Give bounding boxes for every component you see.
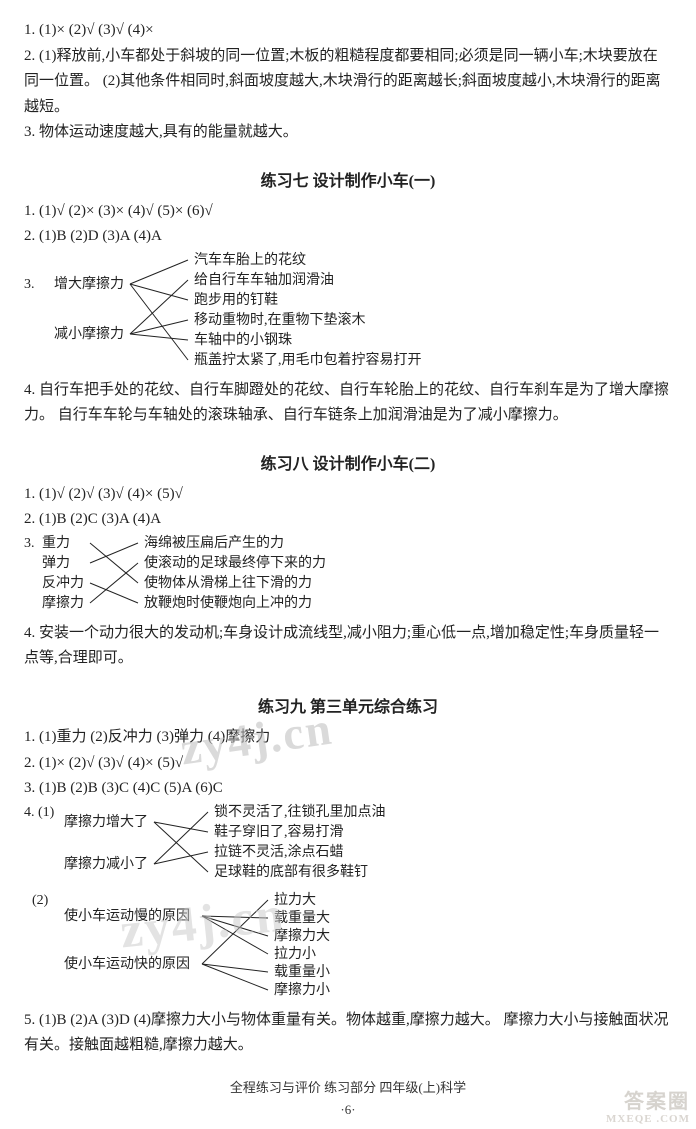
intro-q2: 2. (1)释放前,小车都处于斜坡的同一位置;木板的粗糙程度都要相同;必须是同一… (24, 44, 672, 121)
sec8-title: 练习八 设计制作小车(二) (24, 451, 672, 478)
sec7-q1: 1. (1)√ (2)× (3)× (4)√ (5)× (6)√ (24, 199, 672, 225)
svg-text:足球鞋的底部有很多鞋钉: 足球鞋的底部有很多鞋钉 (214, 863, 368, 880)
sec8-diagram: 3. 重力弹力反冲力摩擦力 海绵被压扁后产生的力使滚动的足球最终停下来的力使物体从滑… (24, 533, 672, 621)
sec9-q1: 1. (1)重力 (2)反冲力 (3)弹力 (4)摩擦力 (24, 725, 672, 751)
svg-text:使小车运动慢的原因: 使小车运动慢的原因 (64, 907, 190, 924)
svg-text:拉力大: 拉力大 (274, 892, 316, 908)
svg-text:4. (1): 4. (1) (24, 805, 55, 820)
footer-page: ·6· (24, 1099, 672, 1121)
intro-q1: 1. (1)× (2)√ (3)√ (4)× (24, 18, 672, 44)
svg-text:摩擦力增大了: 摩擦力增大了 (64, 813, 148, 830)
svg-text:车轴中的小钢珠: 车轴中的小钢珠 (194, 331, 292, 348)
sec9-title: 练习九 第三单元综合练习 (24, 694, 672, 721)
svg-text:弹力: 弹力 (42, 555, 70, 571)
sec7-matching-svg: 3. 增大摩擦力减小摩擦力 汽车车胎上的花纹给自行车车轴加润滑油跑步用的钉鞋移动重物… (24, 250, 484, 378)
svg-text:使滚动的足球最终停下来的力: 使滚动的足球最终停下来的力 (144, 554, 326, 571)
svg-text:使物体从滑梯上往下滑的力: 使物体从滑梯上往下滑的力 (144, 574, 312, 591)
svg-text:拉链不灵活,涂点石蜡: 拉链不灵活,涂点石蜡 (214, 844, 344, 860)
sec8-matching-svg: 3. 重力弹力反冲力摩擦力 海绵被压扁后产生的力使滚动的足球最终停下来的力使物体从滑… (24, 533, 434, 621)
svg-text:使小车运动快的原因: 使小车运动快的原因 (64, 955, 190, 972)
svg-text:3.: 3. (24, 277, 35, 292)
sec8-q4: 4. 安装一个动力很大的发动机;车身设计成流线型,减小阻力;重心低一点,增加稳定… (24, 621, 672, 672)
sec7-title: 练习七 设计制作小车(一) (24, 168, 672, 195)
svg-text:摩擦力减小了: 摩擦力减小了 (64, 855, 148, 872)
svg-text:鞋子穿旧了,容易打滑: 鞋子穿旧了,容易打滑 (214, 823, 344, 840)
svg-text:移动重物时,在重物下垫滚木: 移动重物时,在重物下垫滚木 (194, 311, 366, 328)
svg-text:3.: 3. (24, 536, 35, 551)
sec9-matching1-svg: 4. (1) 摩擦力增大了摩擦力减小了 锁不灵活了,往锁孔里加点油鞋子穿旧了,容易打… (24, 802, 454, 890)
svg-text:摩擦力大: 摩擦力大 (274, 927, 330, 944)
sec8-q1: 1. (1)√ (2)√ (3)√ (4)× (5)√ (24, 482, 672, 508)
sec9-matching2-svg: (2) 使小车运动慢的原因使小车运动快的原因 拉力大载重量大摩擦力大拉力小载重量小摩… (24, 890, 424, 1008)
svg-text:重力: 重力 (42, 535, 70, 551)
svg-text:增大摩擦力: 增大摩擦力 (54, 275, 124, 292)
sec8-q2: 2. (1)B (2)C (3)A (4)A (24, 507, 672, 533)
svg-text:载重量大: 载重量大 (274, 910, 330, 926)
intro-q3: 3. 物体运动速度越大,具有的能量就越大。 (24, 120, 672, 146)
svg-text:跑步用的钉鞋: 跑步用的钉鞋 (194, 292, 278, 308)
svg-text:锁不灵活了,往锁孔里加点油: 锁不灵活了,往锁孔里加点油 (214, 804, 386, 820)
svg-text:汽车车胎上的花纹: 汽车车胎上的花纹 (194, 251, 306, 268)
svg-text:载重量小: 载重量小 (274, 964, 330, 980)
sec9-diagram2: (2) 使小车运动慢的原因使小车运动快的原因 拉力大载重量大摩擦力大拉力小载重量小摩… (24, 890, 672, 1008)
sec9-diagram1: 4. (1) 摩擦力增大了摩擦力减小了 锁不灵活了,往锁孔里加点油鞋子穿旧了,容易打… (24, 802, 672, 890)
svg-text:给自行车车轴加润滑油: 给自行车车轴加润滑油 (194, 271, 334, 288)
sec7-q4: 4. 自行车把手处的花纹、自行车脚蹬处的花纹、自行车轮胎上的花纹、自行车刹车是为… (24, 378, 672, 429)
sec7-diagram: 3. 增大摩擦力减小摩擦力 汽车车胎上的花纹给自行车车轴加润滑油跑步用的钉鞋移动重物… (24, 250, 672, 378)
sec9-q5: 5. (1)B (2)A (3)D (4)摩擦力大小与物体重量有关。物体越重,摩… (24, 1008, 672, 1059)
sec9-q2: 2. (1)× (2)√ (3)√ (4)× (5)√ (24, 751, 672, 777)
svg-text:放鞭炮时使鞭炮向上冲的力: 放鞭炮时使鞭炮向上冲的力 (144, 594, 312, 611)
sec9-q3: 3. (1)B (2)B (3)C (4)C (5)A (6)C (24, 776, 672, 802)
sec7-q2: 2. (1)B (2)D (3)A (4)A (24, 224, 672, 250)
svg-text:摩擦力小: 摩擦力小 (274, 981, 330, 998)
footer-label: 全程练习与评价 练习部分 四年级(上)科学 (24, 1077, 672, 1099)
svg-text:减小摩擦力: 减小摩擦力 (54, 325, 124, 342)
svg-text:反冲力: 反冲力 (42, 575, 84, 591)
svg-text:瓶盖拧太紧了,用毛巾包着拧容易打开: 瓶盖拧太紧了,用毛巾包着拧容易打开 (194, 351, 422, 368)
svg-text:海绵被压扁后产生的力: 海绵被压扁后产生的力 (144, 534, 284, 551)
svg-text:拉力小: 拉力小 (274, 946, 316, 962)
svg-text:(2): (2) (32, 893, 49, 908)
svg-text:摩擦力: 摩擦力 (42, 594, 84, 611)
